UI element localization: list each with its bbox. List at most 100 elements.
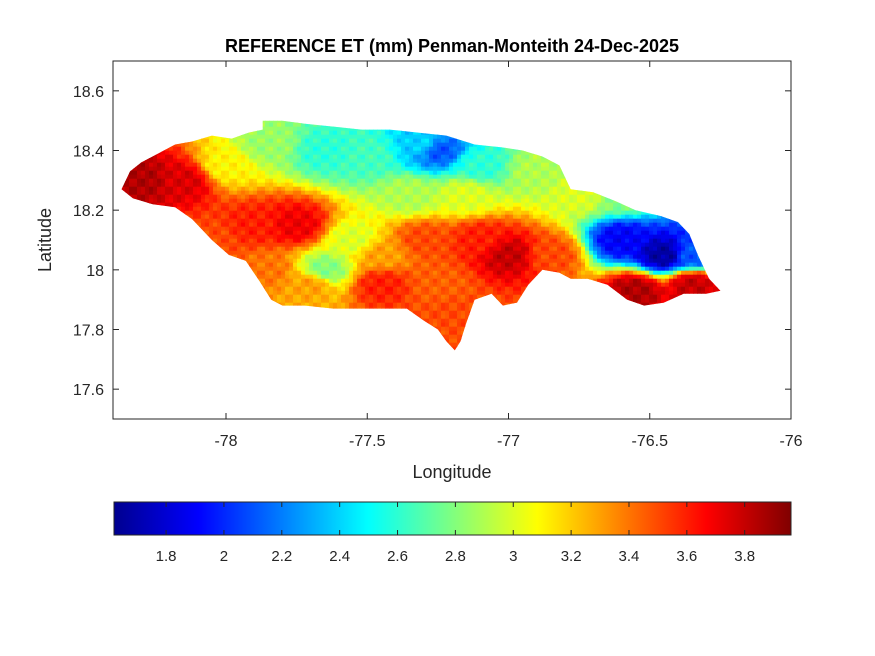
heatmap-cell bbox=[377, 162, 382, 168]
heatmap-cell bbox=[425, 226, 430, 232]
heatmap-cell bbox=[321, 238, 326, 244]
heatmap-cell bbox=[329, 166, 334, 172]
heatmap-cell bbox=[429, 234, 434, 240]
heatmap-cell bbox=[337, 158, 342, 164]
heatmap-cell bbox=[545, 194, 550, 200]
heatmap-cell bbox=[641, 238, 646, 244]
heatmap-cell bbox=[357, 218, 362, 224]
heatmap-cell bbox=[425, 178, 430, 184]
heatmap-cell bbox=[381, 158, 386, 164]
heatmap-cell bbox=[301, 166, 306, 172]
heatmap-cell bbox=[297, 206, 302, 212]
heatmap-cell bbox=[521, 230, 526, 236]
heatmap-cell bbox=[273, 222, 278, 228]
heatmap-cell bbox=[473, 142, 478, 148]
heatmap-cell bbox=[493, 170, 498, 176]
heatmap-cell bbox=[413, 202, 418, 208]
heatmap-cell bbox=[537, 202, 542, 208]
heatmap-cell bbox=[201, 186, 206, 192]
heatmap-cell bbox=[577, 190, 582, 196]
heatmap-cell bbox=[465, 146, 470, 152]
heatmap-cell bbox=[273, 206, 278, 212]
heatmap-cell bbox=[293, 218, 298, 224]
heatmap-cell bbox=[229, 230, 234, 236]
heatmap-cell bbox=[645, 226, 650, 232]
heatmap-cell bbox=[389, 142, 394, 148]
heatmap-cell bbox=[149, 170, 154, 176]
heatmap-cell bbox=[261, 234, 266, 240]
heatmap-cell bbox=[521, 162, 526, 168]
heatmap-cell bbox=[533, 198, 538, 204]
heatmap-cell bbox=[325, 226, 330, 232]
heatmap-cell bbox=[277, 154, 282, 160]
heatmap-cell bbox=[249, 206, 254, 212]
heatmap-cell bbox=[269, 194, 274, 200]
heatmap-cell bbox=[229, 186, 234, 192]
heatmap-cell bbox=[533, 226, 538, 232]
heatmap-cell bbox=[197, 174, 202, 180]
heatmap-cell bbox=[333, 218, 338, 224]
heatmap-cell bbox=[453, 138, 458, 144]
heatmap-cell bbox=[505, 162, 510, 168]
heatmap-cell bbox=[613, 230, 618, 236]
heatmap-cell bbox=[457, 158, 462, 164]
heatmap-cell bbox=[445, 206, 450, 212]
heatmap-cell bbox=[157, 162, 162, 168]
heatmap-cell bbox=[441, 150, 446, 156]
heatmap-cell bbox=[193, 190, 198, 196]
heatmap-cell bbox=[505, 206, 510, 212]
heatmap-cell bbox=[481, 146, 486, 152]
heatmap-cell bbox=[649, 214, 654, 220]
heatmap-cell bbox=[313, 214, 318, 220]
heatmap-cell bbox=[341, 222, 346, 228]
heatmap-cell bbox=[205, 206, 210, 212]
heatmap-cell bbox=[329, 230, 334, 236]
heatmap-cell bbox=[181, 178, 186, 184]
heatmap-cell bbox=[177, 194, 182, 200]
heatmap-cell bbox=[305, 150, 310, 156]
heatmap-cell bbox=[501, 162, 506, 168]
heatmap-cell bbox=[461, 178, 466, 184]
heatmap-cell bbox=[241, 150, 246, 156]
heatmap-cell bbox=[145, 198, 150, 204]
heatmap-cell bbox=[261, 202, 266, 208]
heatmap-cell bbox=[133, 166, 138, 172]
heatmap-cell bbox=[205, 194, 210, 200]
heatmap-cell bbox=[473, 178, 478, 184]
heatmap-cell bbox=[529, 234, 534, 240]
heatmap-cell bbox=[225, 210, 230, 216]
heatmap-cell bbox=[529, 218, 534, 224]
heatmap-cell bbox=[549, 174, 554, 180]
heatmap-cell bbox=[269, 230, 274, 236]
heatmap-cell bbox=[321, 194, 326, 200]
heatmap-cell bbox=[341, 150, 346, 156]
heatmap-cell bbox=[361, 226, 366, 232]
heatmap-cell bbox=[213, 198, 218, 204]
heatmap-cell bbox=[229, 162, 234, 168]
heatmap-cell bbox=[417, 222, 422, 228]
heatmap-cell bbox=[497, 146, 502, 152]
heatmap-cell bbox=[365, 210, 370, 216]
heatmap-cell bbox=[249, 174, 254, 180]
heatmap-cell bbox=[637, 238, 642, 244]
heatmap-cell bbox=[265, 142, 270, 148]
heatmap-cell bbox=[353, 158, 358, 164]
heatmap-cell bbox=[505, 186, 510, 192]
heatmap-cell bbox=[221, 214, 226, 220]
heatmap-cell bbox=[381, 138, 386, 144]
heatmap-cell bbox=[429, 182, 434, 188]
heatmap-cell bbox=[357, 238, 362, 244]
heatmap-cell bbox=[353, 154, 358, 160]
heatmap-cell bbox=[265, 206, 270, 212]
heatmap-cell bbox=[313, 154, 318, 160]
heatmap-cell bbox=[405, 190, 410, 196]
heatmap-cell bbox=[553, 198, 558, 204]
heatmap-cell bbox=[277, 120, 282, 124]
heatmap-cell bbox=[377, 210, 382, 216]
heatmap-cell bbox=[289, 218, 294, 224]
heatmap-cell bbox=[221, 234, 226, 240]
heatmap-cell bbox=[385, 158, 390, 164]
heatmap-cell bbox=[181, 206, 186, 212]
heatmap-cell bbox=[237, 190, 242, 196]
heatmap-cell bbox=[461, 210, 466, 216]
